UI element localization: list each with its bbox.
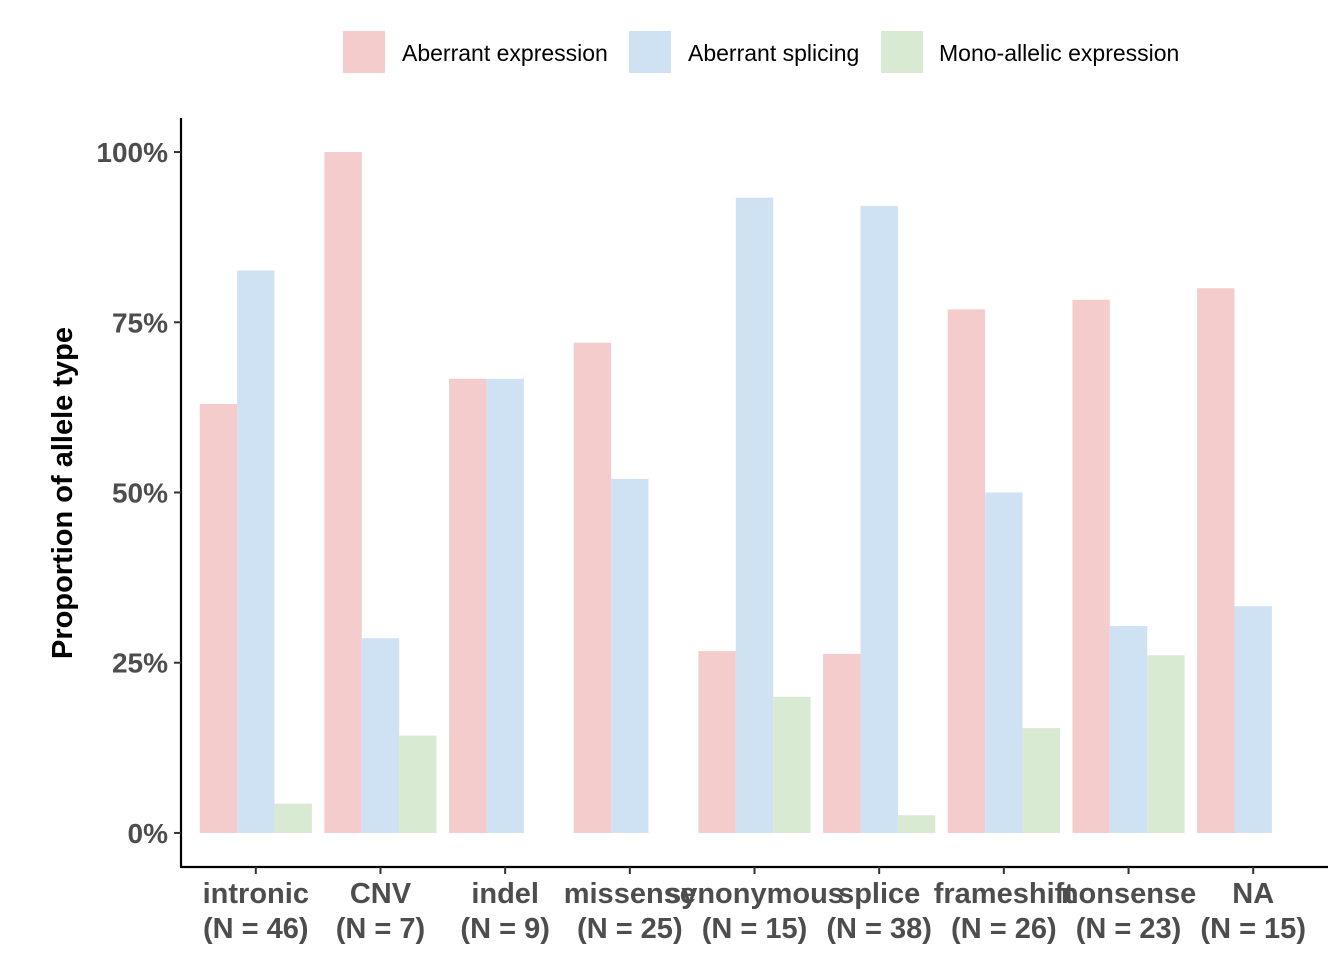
- y-tick-label: 75%: [112, 307, 168, 338]
- bar-nonsense-mono-allelic-expression: [1147, 655, 1185, 833]
- x-tick-label: splice: [838, 878, 920, 910]
- x-tick-count-label: (N = 38): [826, 913, 932, 945]
- bar-indel-aberrant-splicing: [486, 378, 524, 833]
- legend-key-mono-allelic-expression: [881, 31, 923, 73]
- bar-synonymous-aberrant-expression: [698, 651, 736, 833]
- legend-key-aberrant-splicing: [629, 31, 671, 73]
- legend-label: Mono-allelic expression: [939, 40, 1179, 66]
- x-tick-label: frameshift: [934, 878, 1075, 910]
- bar-intronic-aberrant-splicing: [237, 270, 275, 833]
- bar-missense-aberrant-splicing: [611, 478, 649, 833]
- x-tick-label: missense: [564, 878, 696, 910]
- x-tick-count-label: (N = 25): [577, 913, 683, 945]
- y-tick-label: 100%: [96, 137, 168, 168]
- bar-frameshift-aberrant-expression: [947, 309, 986, 833]
- legend-key-aberrant-expression: [343, 31, 385, 73]
- y-ticks: 0% 25% 50% 75% 100%: [96, 137, 181, 849]
- bar-NA-aberrant-expression: [1197, 288, 1235, 833]
- y-tick-label: 0%: [128, 818, 169, 849]
- legend-label: Aberrant splicing: [688, 40, 859, 66]
- bar-CNV-aberrant-expression: [324, 152, 362, 833]
- bar-intronic-aberrant-expression: [199, 403, 238, 833]
- bar-indel-aberrant-expression: [449, 378, 487, 833]
- x-tick-label: NA: [1232, 878, 1274, 910]
- legend: Aberrant expression Aberrant splicing Mono…: [343, 31, 1179, 73]
- x-tick-count-label: (N = 9): [460, 913, 549, 945]
- y-tick-label: 50%: [112, 478, 168, 509]
- x-tick-label: synonymous: [665, 878, 844, 910]
- bar-splice-mono-allelic-expression: [897, 815, 936, 833]
- bar-nonsense-aberrant-expression: [1072, 299, 1110, 833]
- bar-splice-aberrant-expression: [823, 653, 861, 833]
- bar-frameshift-aberrant-splicing: [985, 492, 1023, 833]
- x-tick-label: indel: [471, 878, 539, 910]
- x-tick-count-label: (N = 23): [1076, 913, 1182, 945]
- y-axis-title: Proportion of allele type: [47, 327, 79, 659]
- y-tick-label: 25%: [112, 648, 168, 679]
- x-tick-count-label: (N = 46): [203, 913, 309, 945]
- bar-nonsense-aberrant-splicing: [1109, 625, 1148, 833]
- x-tick-label: nonsense: [1061, 878, 1196, 910]
- bar-NA-aberrant-splicing: [1234, 606, 1272, 833]
- bar-splice-aberrant-splicing: [860, 205, 898, 833]
- x-tick-count-label: (N = 26): [951, 913, 1057, 945]
- bar-intronic-mono-allelic-expression: [274, 803, 312, 833]
- bars-group: [199, 152, 1272, 833]
- bar-CNV-aberrant-splicing: [361, 638, 400, 833]
- bar-CNV-mono-allelic-expression: [399, 735, 437, 833]
- x-tick-count-label: (N = 7): [336, 913, 425, 945]
- x-ticks: intronic(N = 46) CNV(N = 7) indel(N = 9) mi…: [203, 867, 1306, 945]
- bar-missense-aberrant-expression: [573, 342, 612, 833]
- bar-synonymous-mono-allelic-expression: [773, 696, 811, 833]
- x-tick-count-label: (N = 15): [1200, 913, 1306, 945]
- legend-label: Aberrant expression: [402, 40, 608, 66]
- x-tick-count-label: (N = 15): [702, 913, 808, 945]
- bar-synonymous-aberrant-splicing: [735, 197, 774, 833]
- x-tick-label: intronic: [203, 878, 309, 910]
- x-tick-label: CNV: [350, 878, 412, 910]
- bar-frameshift-mono-allelic-expression: [1022, 728, 1060, 833]
